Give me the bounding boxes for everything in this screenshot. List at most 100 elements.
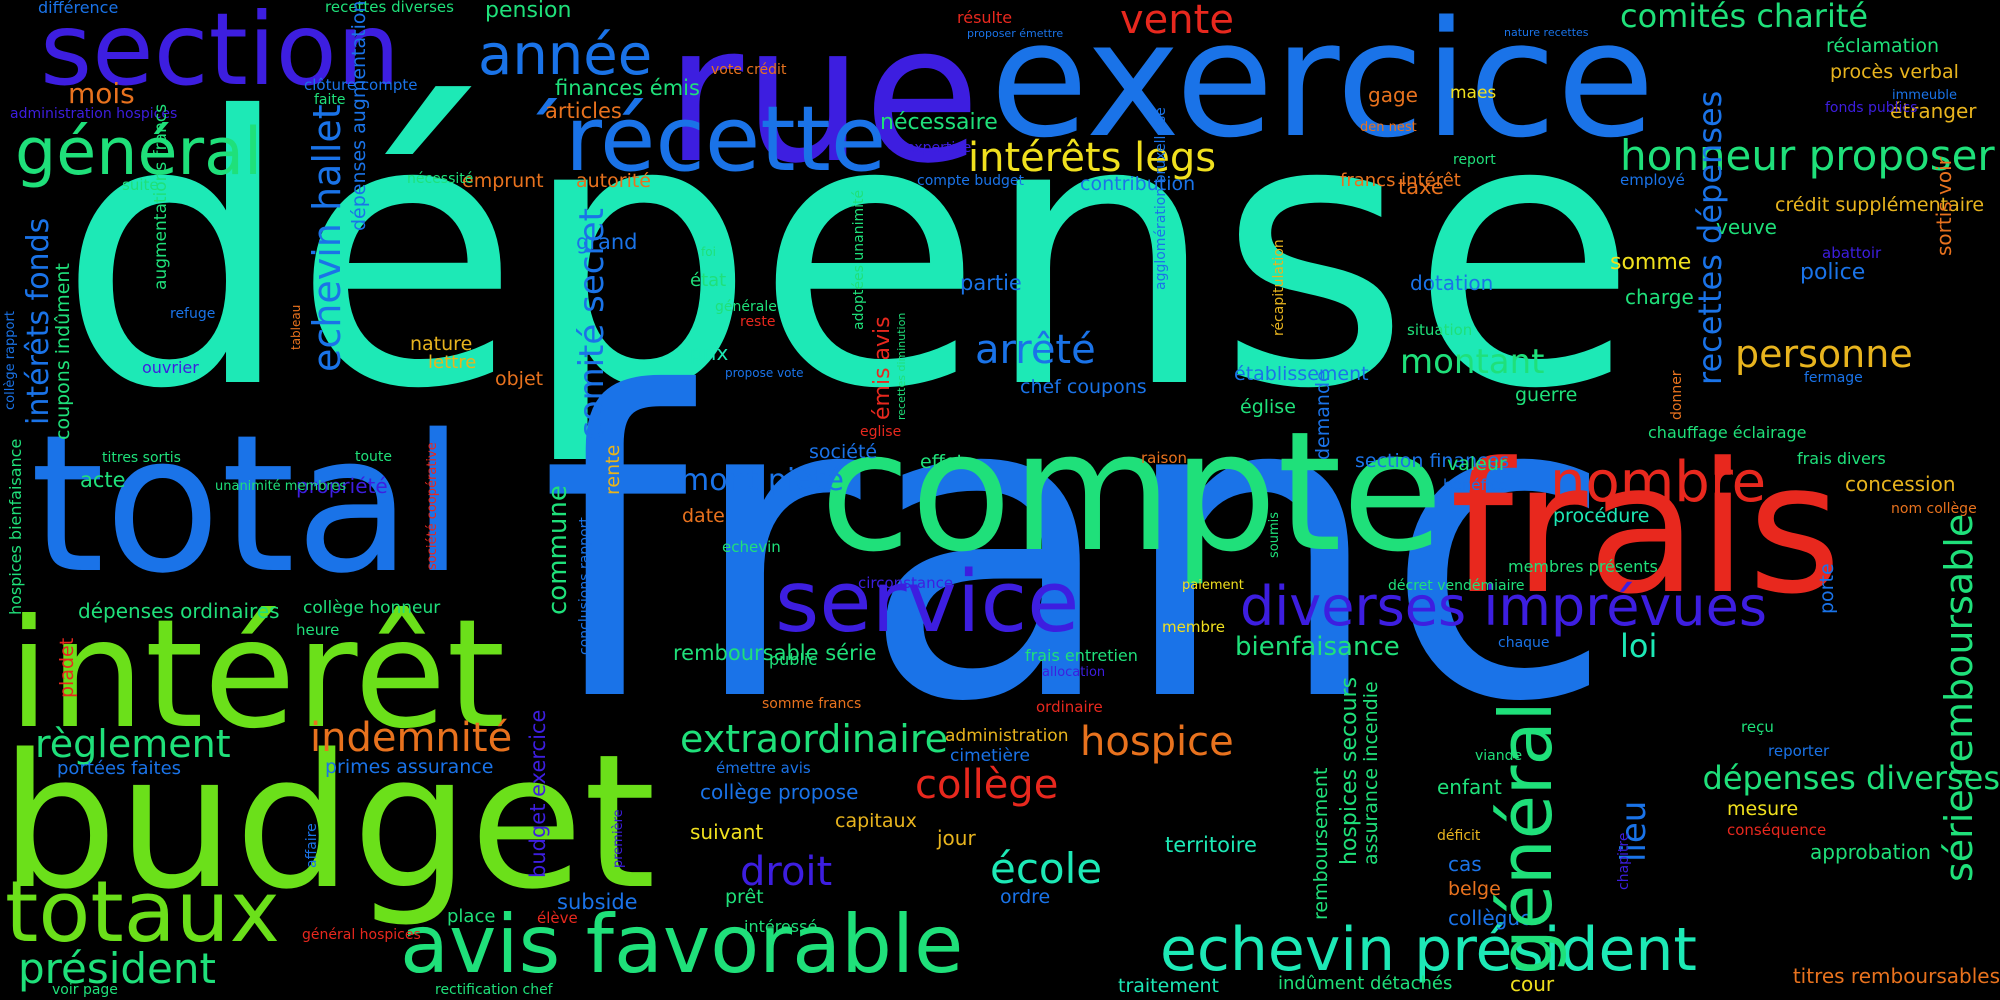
word-articles: finances émis — [555, 76, 700, 100]
word-general: général — [1484, 701, 1568, 975]
word-college-honneur: dépenses ordinaires — [78, 599, 280, 623]
word-subside: prêt — [725, 886, 764, 908]
word-fermage: propose vote — [725, 366, 804, 380]
word-place: subside — [557, 890, 638, 914]
word-reporter: reçu — [1741, 718, 1774, 736]
word-indemnite: règlement — [35, 722, 231, 766]
word-rue: rue — [665, 0, 981, 205]
word-echevin-president: echevin président — [1160, 915, 1697, 985]
word-foi: suite — [122, 176, 159, 194]
word-circonstance: echevin — [722, 538, 781, 556]
word-expertise: den nest — [1360, 120, 1417, 135]
word-fonds-publics: administration hospices — [10, 106, 178, 122]
word-porte: soumis — [1267, 511, 1282, 558]
word-abattoir: reste — [740, 314, 776, 330]
word-eglise-lower: toute — [355, 449, 393, 465]
word-personne: arrêté — [975, 327, 1096, 373]
word-chef-coupons: nature — [410, 333, 473, 355]
word-propriete: acte — [80, 468, 126, 492]
word-sortis-voir: donner — [1669, 370, 1685, 420]
word-etablissement: chef coupons — [1020, 376, 1147, 398]
word-vente: année — [478, 23, 653, 88]
word-agglomeration-bruxelloise: recettes diminution — [895, 312, 908, 420]
word-avis-favorable: avis favorable — [400, 898, 964, 991]
word-depenses-augmentation: collège rapport — [3, 311, 18, 410]
word-echevin-hallet: rectification chef — [435, 982, 553, 998]
word-territoire: jour — [937, 826, 976, 850]
word-membres-presents: paiement — [1182, 578, 1244, 593]
word-etat: grand — [576, 230, 638, 254]
word-pladet: membres présents — [1508, 557, 1658, 576]
word-interets-legs: honneur proposer — [1620, 131, 1995, 180]
word-general-hospices: conséquence — [1727, 821, 1827, 839]
word-rectification-chef: voir page — [52, 982, 118, 998]
word-section: section — [40, 0, 401, 108]
word-voir-page: général hospices — [302, 927, 421, 943]
word-jour: capitaux — [835, 810, 917, 832]
word-nature-recettes: proposer émettre — [967, 27, 1064, 40]
word-frais-divers: chauffage éclairage — [1648, 423, 1807, 442]
word-proces-verbal: réclamation — [1826, 35, 1939, 57]
word-franc: franc — [540, 305, 1616, 794]
word-hospice: collège — [915, 762, 1059, 808]
word-date: propriété — [296, 474, 388, 498]
word-benefice: valeur — [1447, 453, 1507, 475]
word-somme-francs: chaque — [1498, 635, 1550, 651]
word-service: service — [775, 553, 1080, 652]
word-compte: compte — [820, 396, 1444, 588]
word-paiement: décret vendémiaire — [1388, 578, 1525, 594]
word-valeur: section finances — [1355, 450, 1510, 472]
word-credit-supplementaire: employé — [1620, 171, 1685, 189]
word-eleve: place — [447, 906, 496, 927]
word-honneur-proposer: comités charité — [1620, 0, 1869, 35]
word-college: extraordinaire — [680, 717, 948, 761]
word-recettes-depenses: émis avis — [870, 316, 895, 420]
word-belge: cas — [1448, 852, 1482, 876]
word-proposer-emettre: résulte — [957, 8, 1013, 27]
word-autorite: emprunt — [462, 170, 544, 192]
word-report: expertise — [906, 140, 972, 156]
word-interet: intérêt — [8, 588, 506, 762]
word-dotation: partie — [960, 271, 1022, 295]
word-chaque: membre — [1162, 618, 1226, 636]
word-depenses-diverses: bienfaisance — [1235, 632, 1400, 662]
word-maes: gage — [1368, 83, 1418, 107]
word-etranger: procès verbal — [1830, 61, 1959, 83]
word-remboursable-serie: collège honneur — [303, 598, 441, 618]
word-comites-charite: vente — [1120, 0, 1234, 43]
word-enfant: territoire — [1165, 833, 1257, 857]
word-ecole: droit — [740, 849, 833, 895]
word-tableau: dépenses augmentation — [348, 0, 370, 231]
word-refuge: abattoir — [1822, 244, 1882, 262]
word-den-nest: immeuble — [1892, 88, 1958, 103]
word-suite: nécessité — [407, 171, 474, 187]
word-indument-detaches: cour — [1510, 972, 1555, 996]
word-societe: guerre — [1515, 384, 1578, 406]
word-annee: général — [15, 115, 263, 190]
word-membre: heure — [296, 621, 340, 639]
word-administration-hospices: nature recettes — [1504, 26, 1589, 39]
word-veuve: crédit supplémentaire — [1775, 194, 1985, 216]
word-viande: ordinaire — [1036, 698, 1103, 716]
word-soumis: récapitulation — [1271, 239, 1287, 336]
word-conclusions-rapport: rente — [602, 444, 624, 495]
word-administration: traitement — [1118, 975, 1220, 997]
word-recettes-diminution: adoptées unanimité — [851, 189, 867, 330]
word-recettes-diverses: différence — [38, 0, 119, 17]
word-college-propose: primes assurance — [325, 756, 494, 778]
word-depenses-ordinaires: procédure — [1553, 505, 1650, 527]
word-assurance-incendie: remboursement — [1310, 767, 1332, 920]
word-mois: dépenses diverses — [1702, 759, 2000, 797]
word-emettre-avis: cimetière — [950, 746, 1031, 766]
word-mont-piete: mois — [68, 77, 135, 110]
word-titres-remboursables: intéressé — [744, 917, 818, 936]
word-echevin: nom collège — [1891, 501, 1977, 517]
word-chapitre: sortis voir — [1932, 157, 1956, 256]
word-total: total — [30, 394, 465, 615]
word-extraordinaire: président — [18, 944, 216, 993]
word-frais: frais — [1450, 425, 1842, 634]
word-montant: personne — [1735, 332, 1913, 376]
word-collegue: belge — [1448, 878, 1501, 900]
word-faite: clôture compte — [304, 76, 418, 94]
